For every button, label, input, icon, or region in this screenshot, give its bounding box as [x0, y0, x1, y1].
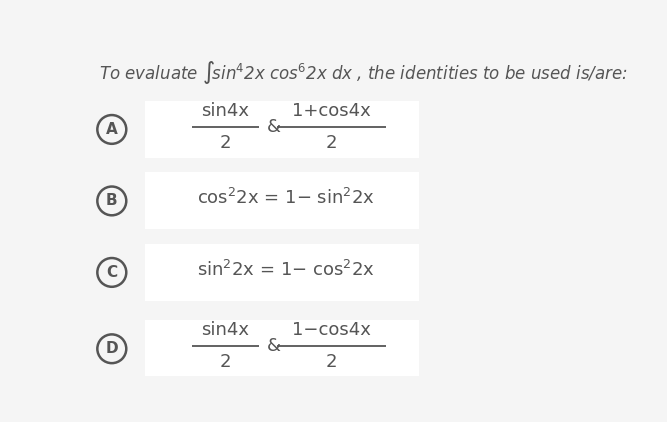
Text: 1−cos4x: 1−cos4x	[292, 321, 371, 339]
Text: 2: 2	[325, 353, 338, 371]
Text: D: D	[105, 341, 118, 356]
Text: 2: 2	[220, 134, 231, 152]
FancyBboxPatch shape	[145, 101, 420, 158]
Text: sin4x: sin4x	[201, 321, 249, 339]
Text: A: A	[106, 122, 117, 137]
Text: B: B	[106, 193, 117, 208]
FancyBboxPatch shape	[145, 320, 420, 377]
Text: 2: 2	[325, 134, 338, 152]
Text: 1+cos4x: 1+cos4x	[292, 102, 371, 120]
Text: sin$^2$2x = 1$-$ cos$^2$2x: sin$^2$2x = 1$-$ cos$^2$2x	[197, 260, 375, 280]
Text: 2: 2	[220, 353, 231, 371]
FancyBboxPatch shape	[145, 244, 420, 301]
Text: &: &	[267, 337, 281, 355]
Text: C: C	[106, 265, 117, 280]
FancyBboxPatch shape	[145, 173, 420, 230]
Text: cos$^2$2x = 1$-$ sin$^2$2x: cos$^2$2x = 1$-$ sin$^2$2x	[197, 188, 375, 208]
Text: sin4x: sin4x	[201, 102, 249, 120]
Text: &: &	[267, 118, 281, 136]
Text: To evaluate $\int\!$sin$^4$2x cos$^6$2x dx , the identities to be used is/are:: To evaluate $\int\!$sin$^4$2x cos$^6$2x …	[99, 59, 628, 86]
